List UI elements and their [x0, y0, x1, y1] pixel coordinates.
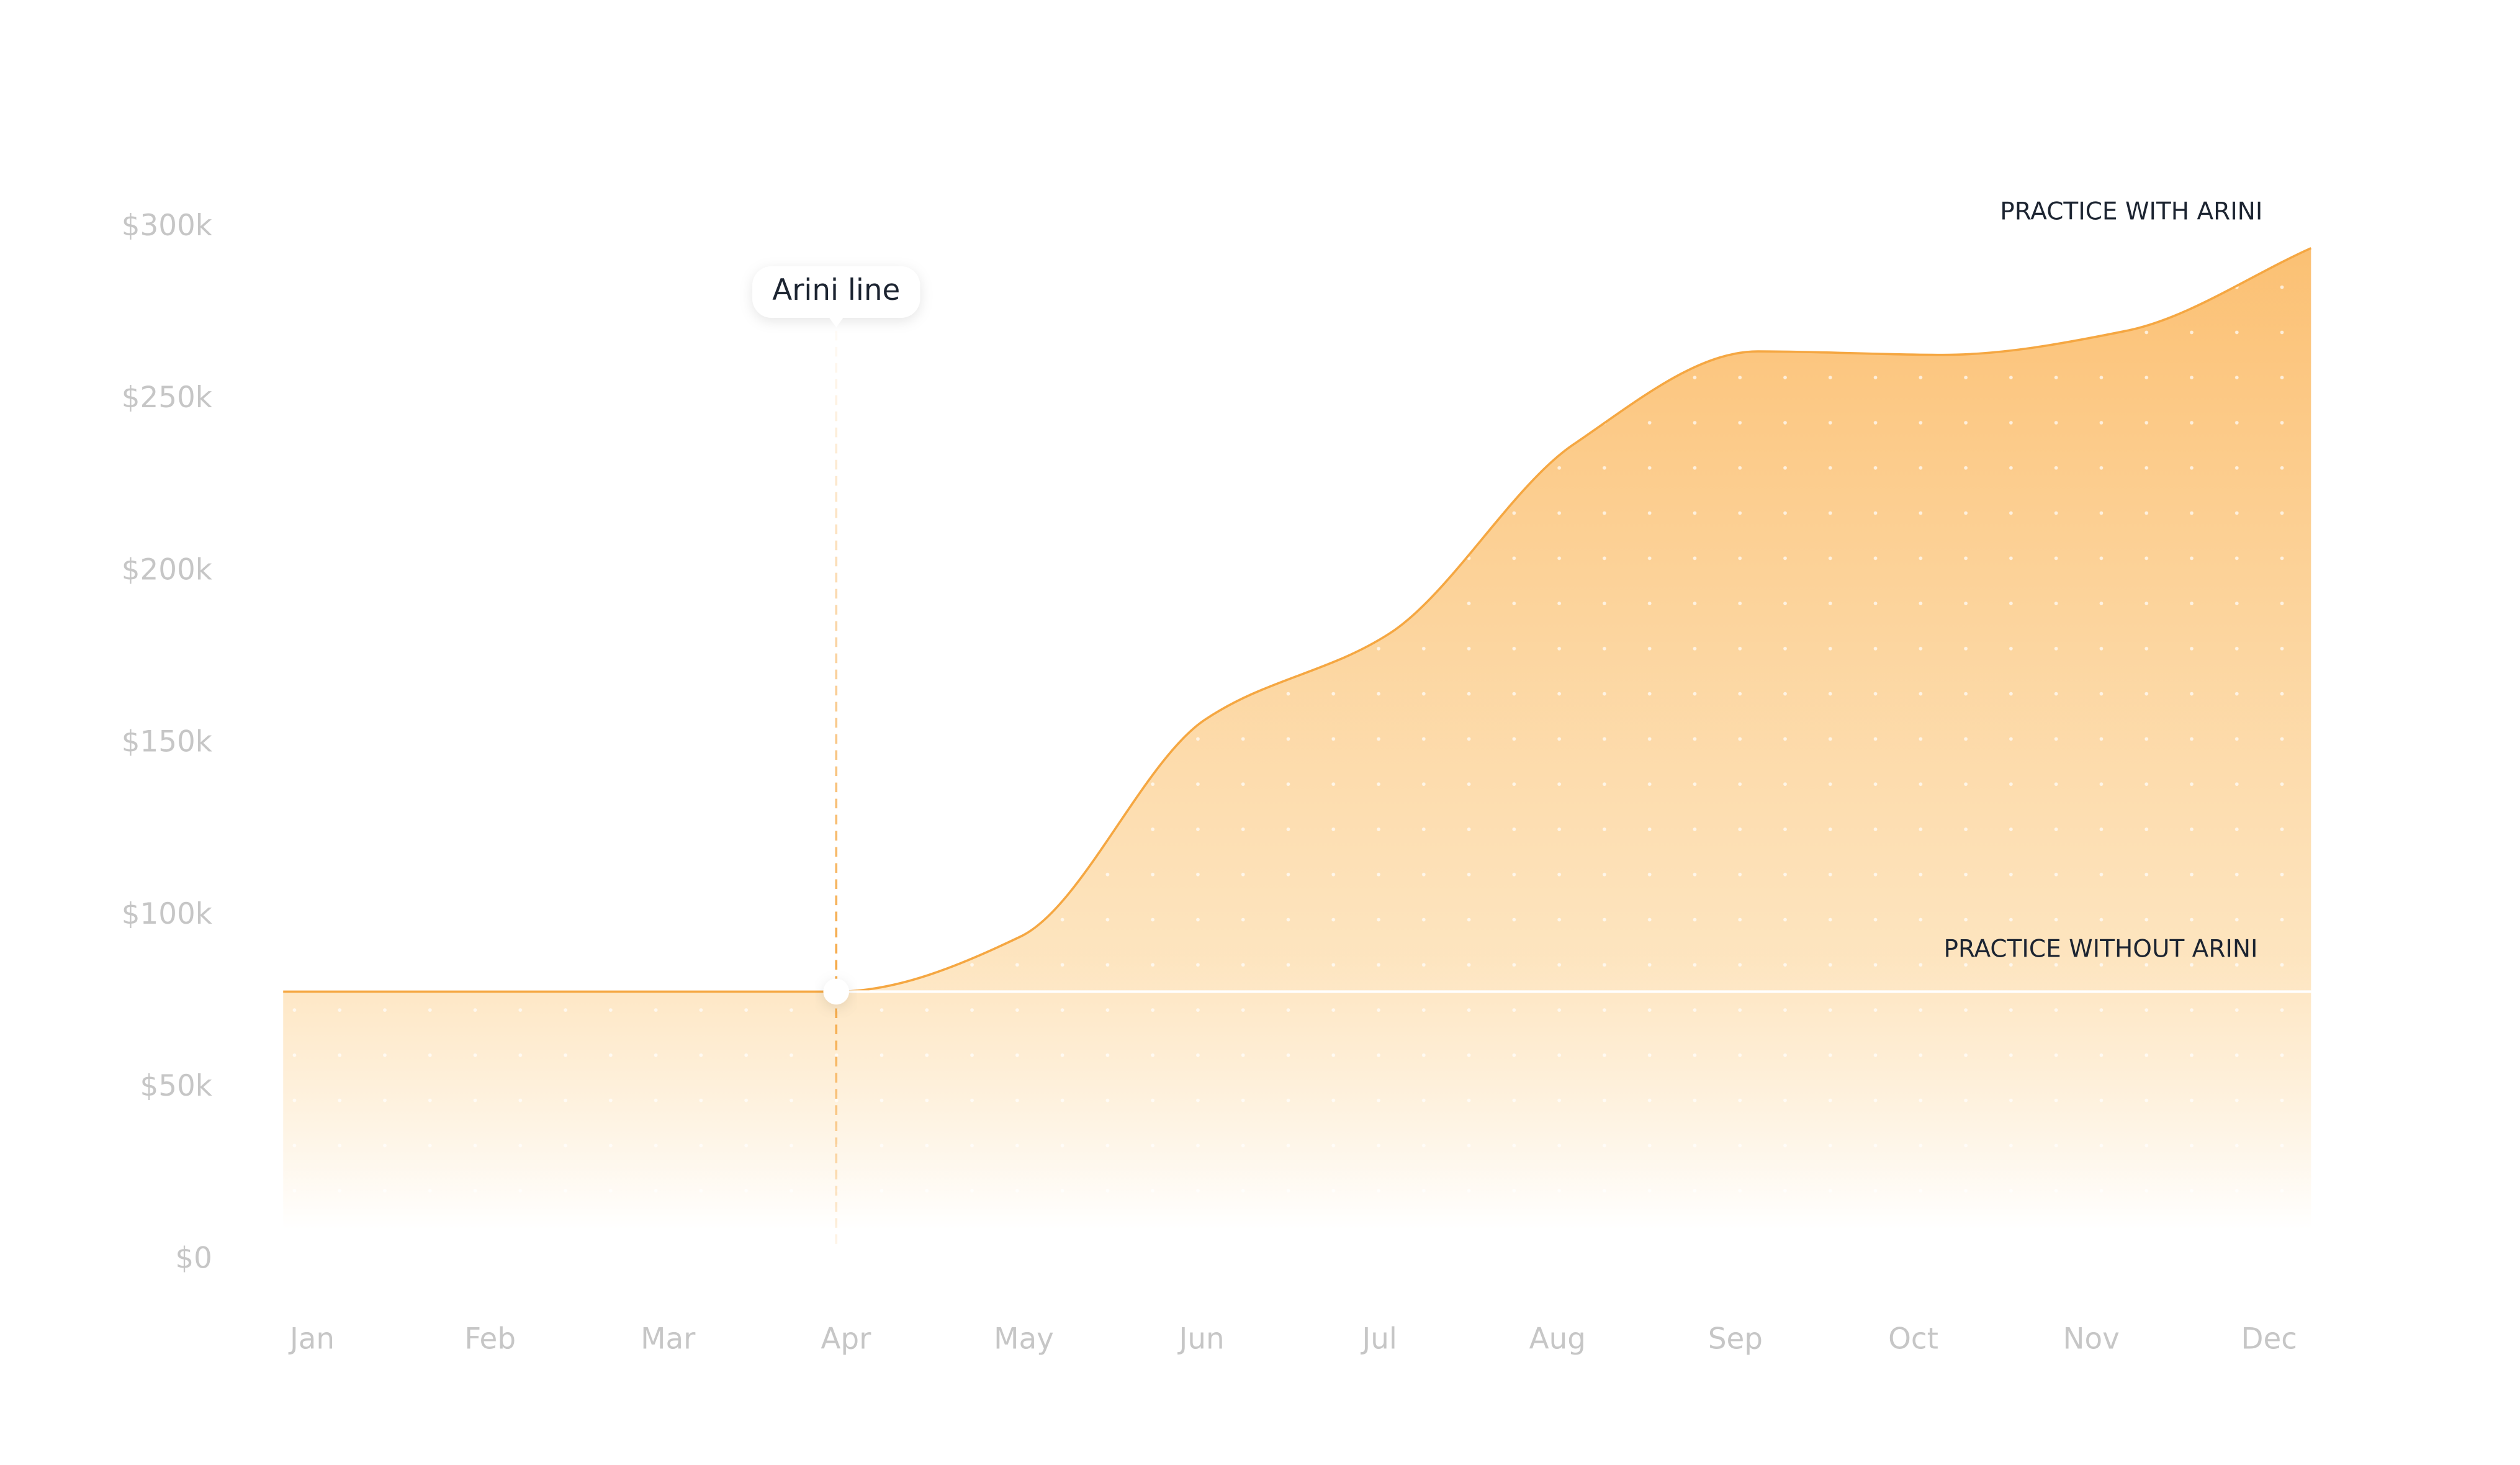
x-tick-label: Aug — [1529, 1322, 1586, 1356]
x-tick-label: Oct — [1888, 1322, 1938, 1356]
x-tick-label: Mar — [641, 1322, 696, 1356]
annotation-text: Arini line — [772, 274, 900, 307]
y-tick-label: $200k — [122, 553, 212, 587]
x-tick-label: May — [994, 1322, 1054, 1356]
y-tick-label: $50k — [140, 1070, 212, 1103]
annotation-pointer — [828, 316, 845, 328]
x-tick-label: Jan — [288, 1322, 335, 1356]
y-tick-label: $100k — [122, 898, 212, 931]
annotation-box — [752, 266, 920, 318]
series-label: PRACTICE WITHOUT ARINI — [1943, 935, 2257, 963]
y-tick-label: $150k — [122, 726, 212, 759]
y-tick-label: $300k — [122, 209, 212, 243]
x-tick-label: Dec — [2241, 1322, 2297, 1356]
line — [283, 247, 2312, 993]
x-tick-label: Jul — [1360, 1322, 1397, 1356]
y-tick-label: $250k — [122, 381, 212, 415]
y-tick-label: $0 — [175, 1242, 212, 1275]
x-tick-label: Sep — [1708, 1322, 1763, 1356]
x-tick-label: Jun — [1177, 1322, 1225, 1356]
plot — [283, 247, 2312, 1260]
x-tick-label: Nov — [2063, 1322, 2119, 1356]
series-label: PRACTICE WITH ARINI — [2000, 198, 2262, 226]
marker — [823, 978, 850, 1005]
x-tick-label: Feb — [464, 1322, 516, 1356]
x-tick-label: Apr — [821, 1322, 871, 1356]
area-dots — [283, 248, 2311, 1260]
